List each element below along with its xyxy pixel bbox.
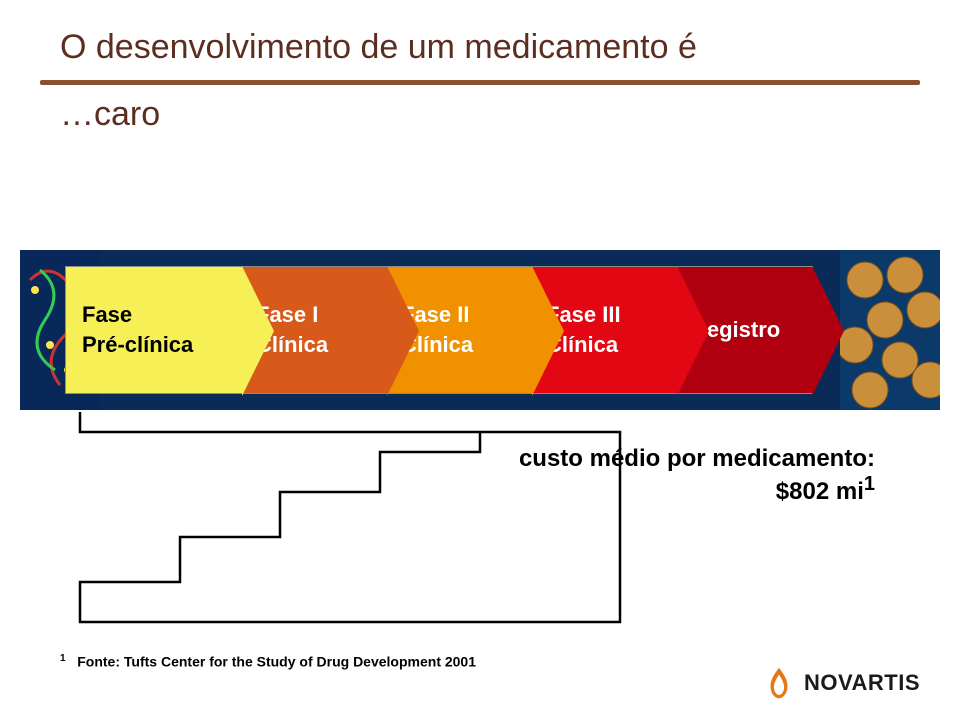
slide-title: O desenvolvimento de um medicamento é bbox=[60, 28, 697, 67]
footnote-text: Fonte: Tufts Center for the Study of Dru… bbox=[77, 654, 476, 670]
cost-line2: $802 mi bbox=[776, 478, 864, 505]
flame-icon bbox=[762, 666, 796, 700]
pills-photo bbox=[840, 250, 940, 410]
stage-label-1: Fase II bbox=[401, 300, 522, 330]
stage-label-1: Fase I bbox=[256, 300, 377, 330]
footnote-sup: 1 bbox=[60, 653, 66, 664]
stage-label-1: Fase III bbox=[546, 300, 667, 330]
pipeline-strip: FasePré-clínicaFase IClínicaFase IIClíni… bbox=[20, 250, 940, 410]
title-divider bbox=[40, 80, 920, 85]
stage-chevron-0: FasePré-clínica bbox=[65, 266, 243, 394]
cost-sup: 1 bbox=[864, 473, 875, 495]
stage-label-2: Clínica bbox=[546, 330, 667, 360]
cost-text: custo médio por medicamento: $802 mi1 bbox=[519, 445, 875, 506]
novartis-logo: NOVARTIS bbox=[762, 666, 920, 700]
slide: { "title": { "text": "O desenvolvimento … bbox=[0, 0, 960, 720]
stage-label-2: Clínica bbox=[401, 330, 522, 360]
footnote: 1 Fonte: Tufts Center for the Study of D… bbox=[60, 653, 476, 670]
slide-subtitle: …caro bbox=[60, 95, 160, 134]
stage-label-2: Pré-clínica bbox=[82, 330, 232, 360]
stage-label-2: Clínica bbox=[256, 330, 377, 360]
cost-line1: custo médio por medicamento: bbox=[519, 445, 875, 472]
logo-text: NOVARTIS bbox=[804, 670, 920, 696]
stage-label-1: Fase bbox=[82, 300, 232, 330]
